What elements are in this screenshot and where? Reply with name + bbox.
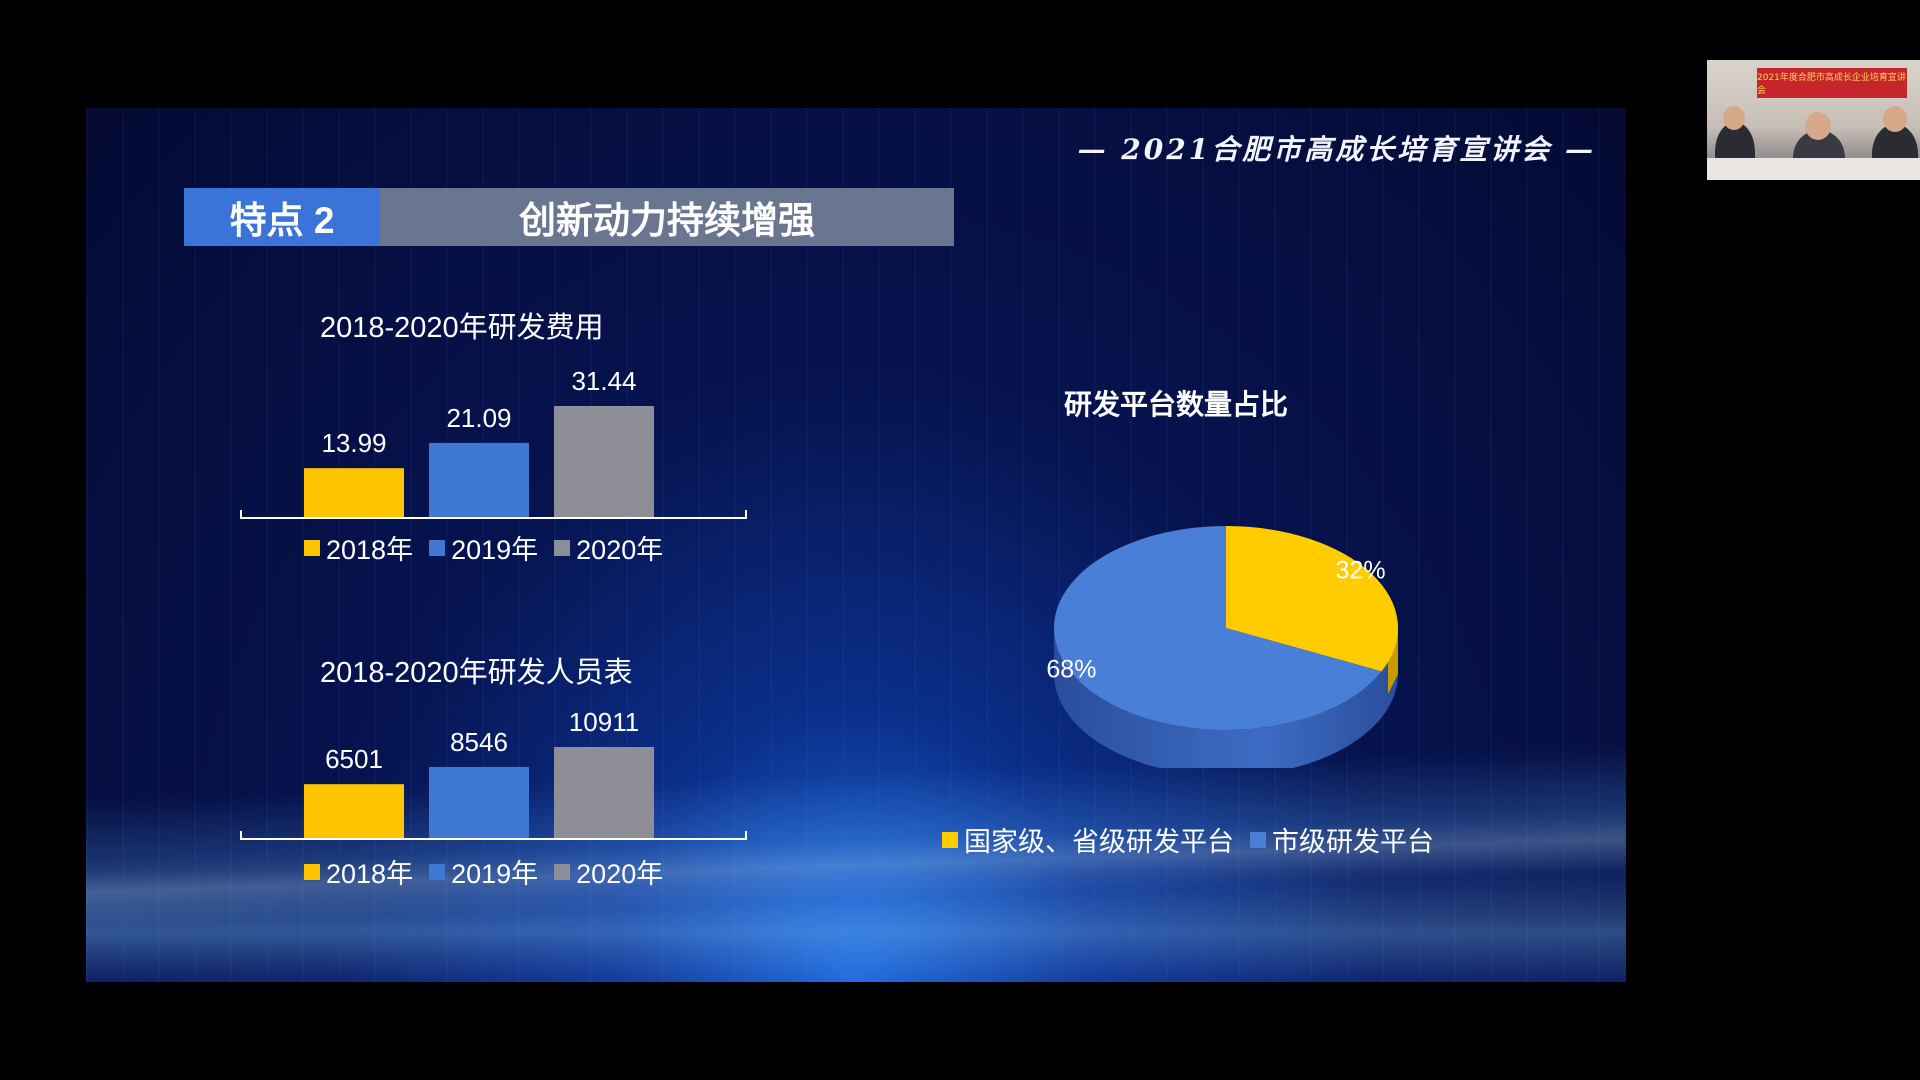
webcam-table	[1707, 158, 1920, 180]
legend-swatch	[554, 539, 571, 556]
bar-2019年	[429, 442, 529, 518]
pie-side	[1054, 628, 1398, 768]
legend-swatch	[429, 863, 446, 880]
bar-value-label: 8546	[450, 727, 508, 757]
bar-value-label: 6501	[325, 744, 383, 774]
legend-label: 2018年	[326, 535, 414, 565]
legend-label: 2020年	[576, 535, 664, 565]
bar-value-label: 31.44	[571, 366, 636, 396]
webcam-person-head	[1805, 112, 1831, 140]
legend-label: 2019年	[451, 535, 539, 565]
bar-2020年	[554, 747, 654, 839]
webcam-person-head	[1883, 106, 1907, 132]
feature-tag: 特点 2	[184, 188, 380, 246]
legend-label: 市级研发平台	[1272, 827, 1434, 857]
rd-expense-bar-chart: 13.99 21.09 31.44	[240, 366, 747, 519]
legend-label: 2018年	[326, 859, 414, 889]
legend-swatch	[942, 831, 958, 848]
pie-slice-0	[1226, 526, 1398, 672]
legend-swatch	[554, 863, 571, 880]
rd-expense-legend: 2018年 2019年 2020年	[304, 528, 663, 567]
rd-expense-chart-title: 2018-2020年研发费用	[320, 312, 604, 344]
legend-swatch	[1250, 831, 1266, 848]
rd-platform-pie-chart: 32% 68%	[1046, 526, 1398, 768]
legend-item: 2018年	[304, 528, 413, 567]
legend-swatch	[304, 539, 320, 556]
rd-staff-legend: 2018年 2019年 2020年	[304, 852, 663, 891]
slide-title: 创新动力持续增强	[380, 188, 954, 246]
bar-2018年	[304, 468, 404, 518]
webcam-preview[interactable]: 2021年度合肥市高成长企业培育宣讲会	[1707, 60, 1920, 180]
presentation-slide: — 2021合肥市高成长培育宣讲会 — 特点 2 创新动力持续增强 2018-2…	[86, 108, 1626, 982]
rd-staff-bar-chart: 6501 8546 10911	[240, 707, 747, 840]
legend-item: 2019年	[429, 852, 538, 891]
rd-staff-chart-title: 2018-2020年研发人员表	[320, 657, 633, 689]
legend-label: 国家级、省级研发平台	[964, 827, 1234, 857]
bar-2019年	[429, 766, 529, 839]
legend-item: 市级研发平台	[1250, 820, 1434, 859]
legend-item: 2018年	[304, 852, 413, 891]
rd-platform-legend: 国家级、省级研发平台 市级研发平台	[942, 820, 1434, 859]
legend-label: 2020年	[576, 859, 664, 889]
bar-2018年	[304, 784, 404, 839]
x-axis	[240, 831, 747, 840]
rd-platform-chart-title: 研发平台数量占比	[1064, 389, 1289, 420]
slide-title-bar: 特点 2 创新动力持续增强	[184, 188, 954, 246]
legend-label: 2019年	[451, 859, 539, 889]
legend-swatch	[304, 863, 320, 880]
legend-item: 2020年	[554, 852, 663, 891]
bar-2020年	[554, 406, 654, 518]
webcam-banner: 2021年度合肥市高成长企业培育宣讲会	[1757, 68, 1907, 98]
legend-item: 国家级、省级研发平台	[942, 820, 1234, 859]
bar-value-label: 10911	[569, 707, 639, 737]
pie-value-label: 32%	[1336, 557, 1386, 585]
legend-item: 2020年	[554, 528, 663, 567]
bar-value-label: 13.99	[321, 428, 386, 458]
bar-value-label: 21.09	[446, 403, 511, 433]
decorative-light-glow	[86, 872, 1626, 982]
event-title: — 2021合肥市高成长培育宣讲会 —	[1077, 133, 1596, 166]
legend-item: 2019年	[429, 528, 538, 567]
pie-slice-1	[1054, 526, 1382, 730]
pie-value-label: 68%	[1046, 655, 1096, 683]
x-axis	[240, 510, 747, 519]
webcam-person-head	[1723, 106, 1745, 130]
legend-swatch	[429, 539, 446, 556]
